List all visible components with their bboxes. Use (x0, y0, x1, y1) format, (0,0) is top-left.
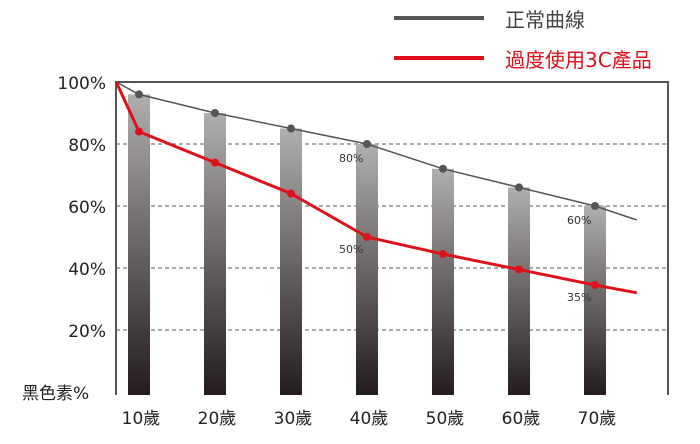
data-point (363, 233, 371, 241)
legend-label-normal: 正常曲線 (505, 8, 585, 32)
data-point (591, 281, 599, 290)
y-tick-label: 20% (68, 322, 106, 342)
y-tick-label: 60% (68, 198, 106, 218)
data-point (211, 109, 219, 117)
data-label: 35% (567, 291, 591, 304)
data-point (439, 250, 447, 259)
x-tick-label: 70歲 (578, 409, 617, 429)
data-point (135, 127, 143, 136)
x-tick-label: 40歲 (350, 409, 389, 429)
x-tick-label: 30歲 (274, 409, 313, 429)
data-point (287, 189, 295, 198)
y-tick-label: 40% (68, 260, 106, 280)
x-tick-label: 50歲 (426, 409, 465, 429)
data-point (287, 124, 295, 133)
bar (204, 113, 226, 395)
bar (280, 128, 302, 395)
data-label: 50% (339, 243, 363, 256)
bar (128, 94, 150, 396)
data-point (515, 265, 523, 274)
data-point (515, 183, 523, 192)
y-tick-label: 100% (57, 74, 106, 94)
bar (508, 187, 530, 395)
x-tick-label: 60歲 (502, 409, 541, 429)
bar (356, 144, 378, 395)
data-label: 80% (339, 152, 363, 165)
data-label: 60% (567, 214, 591, 227)
data-point (135, 90, 143, 99)
bar (584, 206, 606, 395)
plot-frame (115, 81, 669, 395)
data-point (211, 158, 219, 167)
bar (432, 168, 454, 395)
legend-label-3c: 過度使用3C產品 (505, 48, 652, 72)
x-tick-label: 10歲 (122, 409, 161, 429)
x-tick-label: 20歲 (198, 409, 237, 429)
data-point (363, 140, 371, 148)
data-point (439, 164, 447, 173)
legend: 正常曲線 過度使用3C產品 (394, 8, 652, 72)
y-tick-label: 80% (68, 136, 106, 156)
data-point (591, 202, 599, 210)
y-axis-label: 黑色素% (22, 384, 89, 404)
